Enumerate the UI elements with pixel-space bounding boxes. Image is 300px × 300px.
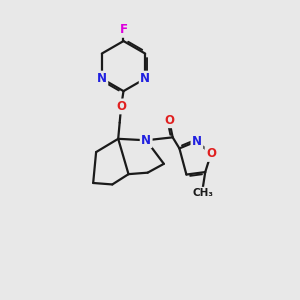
Text: N: N xyxy=(192,135,202,148)
Text: N: N xyxy=(140,72,150,85)
Text: N: N xyxy=(97,72,107,85)
Text: O: O xyxy=(164,114,174,127)
Text: O: O xyxy=(116,100,126,113)
Text: F: F xyxy=(119,23,128,36)
Text: O: O xyxy=(206,148,216,160)
Text: N: N xyxy=(141,134,151,147)
Text: CH₃: CH₃ xyxy=(192,188,213,198)
